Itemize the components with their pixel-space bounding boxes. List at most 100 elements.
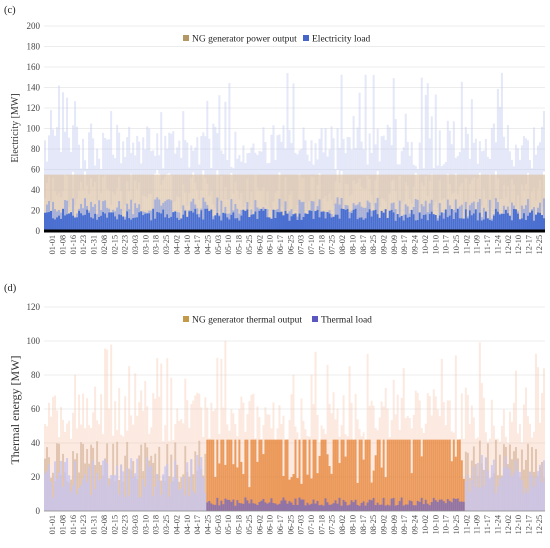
ng-power-mark — [246, 174, 249, 210]
load-peak-mark — [138, 141, 141, 183]
electricity-load-base-mark — [454, 212, 457, 231]
ng-power-mark — [126, 174, 129, 212]
electricity-load-base-mark — [250, 214, 253, 231]
thermal-peak-mark — [520, 442, 523, 450]
ng-power-mark — [302, 174, 305, 217]
electricity-load-mark — [394, 209, 397, 221]
electricity-load-base-mark — [226, 217, 229, 231]
load-peak-mark — [216, 133, 219, 171]
ng-thermal-mark — [416, 439, 419, 511]
ng-power-mark — [368, 174, 371, 210]
thermal-peak-mark — [178, 420, 181, 482]
electricity-load-mark — [54, 209, 57, 220]
ng-thermal-mark — [282, 475, 285, 511]
thermal-peak-mark — [378, 417, 381, 440]
thermal-load-mark — [124, 497, 127, 511]
ng-power-mark — [150, 174, 153, 221]
electricity-load-base-mark — [284, 210, 287, 231]
load-peak-mark — [106, 139, 109, 189]
ng-power-mark — [190, 174, 193, 211]
thermal-load-mark — [484, 457, 487, 511]
thermal-peak-mark — [324, 434, 327, 440]
thermal-load-mark — [532, 486, 535, 511]
load-peak-mark — [270, 134, 273, 211]
electricity-load-mark — [324, 211, 327, 219]
thermal-load-mark — [498, 478, 501, 511]
panel-c-legend: NG generator power output Electricity lo… — [183, 35, 371, 45]
ng-thermal-mark — [444, 439, 447, 511]
ng-power-mark — [380, 174, 383, 212]
electricity-load-base-mark — [442, 218, 445, 231]
ng-thermal-mark — [236, 467, 239, 511]
thermal-load-mark — [466, 474, 469, 511]
thermal-peak-mark — [424, 423, 427, 440]
ng-thermal-mark — [464, 451, 467, 511]
thermal-load-mark — [226, 499, 229, 511]
x-tick-label: 07-10 — [307, 515, 316, 534]
thermal-peak-mark — [116, 430, 119, 442]
panel-c-label: (c) — [4, 5, 16, 16]
electricity-load-base-mark — [108, 212, 111, 231]
electricity-load-mark — [146, 212, 149, 214]
panel-d-plot-area — [44, 341, 545, 511]
thermal-peak-mark — [110, 344, 113, 479]
load-peak-mark — [452, 121, 455, 193]
thermal-load-mark — [204, 492, 207, 511]
electricity-load-base-mark — [224, 213, 227, 231]
x-tick-label: 05-10 — [224, 235, 233, 254]
ng-power-mark — [364, 174, 367, 219]
thermal-peak-mark — [170, 377, 173, 455]
electricity-load-base-mark — [486, 218, 489, 231]
electricity-load-mark — [196, 208, 199, 215]
ng-power-mark — [532, 174, 535, 221]
load-peak-mark — [108, 139, 111, 191]
electricity-load-mark — [176, 211, 179, 218]
electricity-load-mark — [108, 208, 111, 213]
ng-power-mark — [330, 174, 333, 218]
thermal-load-mark — [508, 469, 511, 511]
thermal-load-mark — [230, 501, 233, 511]
electricity-load-mark — [184, 209, 187, 211]
thermal-load-mark — [58, 472, 61, 511]
ng-thermal-mark — [242, 474, 245, 511]
thermal-peak-mark — [484, 432, 487, 458]
electricity-load-base-mark — [480, 220, 483, 231]
ng-power-mark — [228, 174, 231, 220]
load-peak-mark — [388, 127, 391, 194]
thermal-peak-mark — [288, 420, 291, 480]
ng-power-mark — [460, 174, 463, 219]
thermal-peak-mark — [190, 404, 193, 460]
thermal-load-mark — [412, 505, 415, 511]
thermal-peak-mark — [104, 348, 107, 459]
electricity-load-mark — [220, 200, 223, 221]
electricity-load-base-mark — [176, 217, 179, 231]
ng-thermal-mark — [526, 443, 529, 511]
electricity-load-base-mark — [258, 210, 261, 231]
electricity-load-mark — [356, 204, 359, 220]
load-peak-mark — [102, 132, 105, 177]
load-peak-mark — [482, 150, 485, 189]
ng-power-mark — [418, 174, 421, 213]
ng-power-mark — [184, 174, 187, 211]
thermal-peak-mark — [182, 423, 185, 475]
thermal-load-mark — [56, 478, 59, 511]
ng-power-mark — [78, 174, 81, 211]
ng-power-mark — [360, 174, 363, 218]
ng-thermal-mark — [420, 456, 423, 511]
ng-thermal-mark — [62, 453, 65, 511]
thermal-load-mark — [470, 479, 473, 511]
thermal-load-mark — [296, 504, 299, 511]
thermal-peak-mark — [510, 421, 513, 460]
thermal-peak-mark — [476, 437, 479, 476]
load-peak-mark — [90, 123, 93, 178]
electricity-load-base-mark — [416, 220, 419, 231]
electricity-load-base-mark — [538, 212, 541, 231]
load-peak-mark — [476, 163, 479, 179]
thermal-load-mark — [286, 503, 289, 511]
thermal-peak-mark — [294, 426, 297, 440]
electricity-load-base-mark — [86, 209, 89, 231]
x-tick-label: 01-23 — [79, 235, 88, 254]
thermal-peak-mark — [368, 405, 371, 440]
ng-power-mark — [344, 174, 347, 210]
electricity-load-base-mark — [254, 211, 257, 231]
